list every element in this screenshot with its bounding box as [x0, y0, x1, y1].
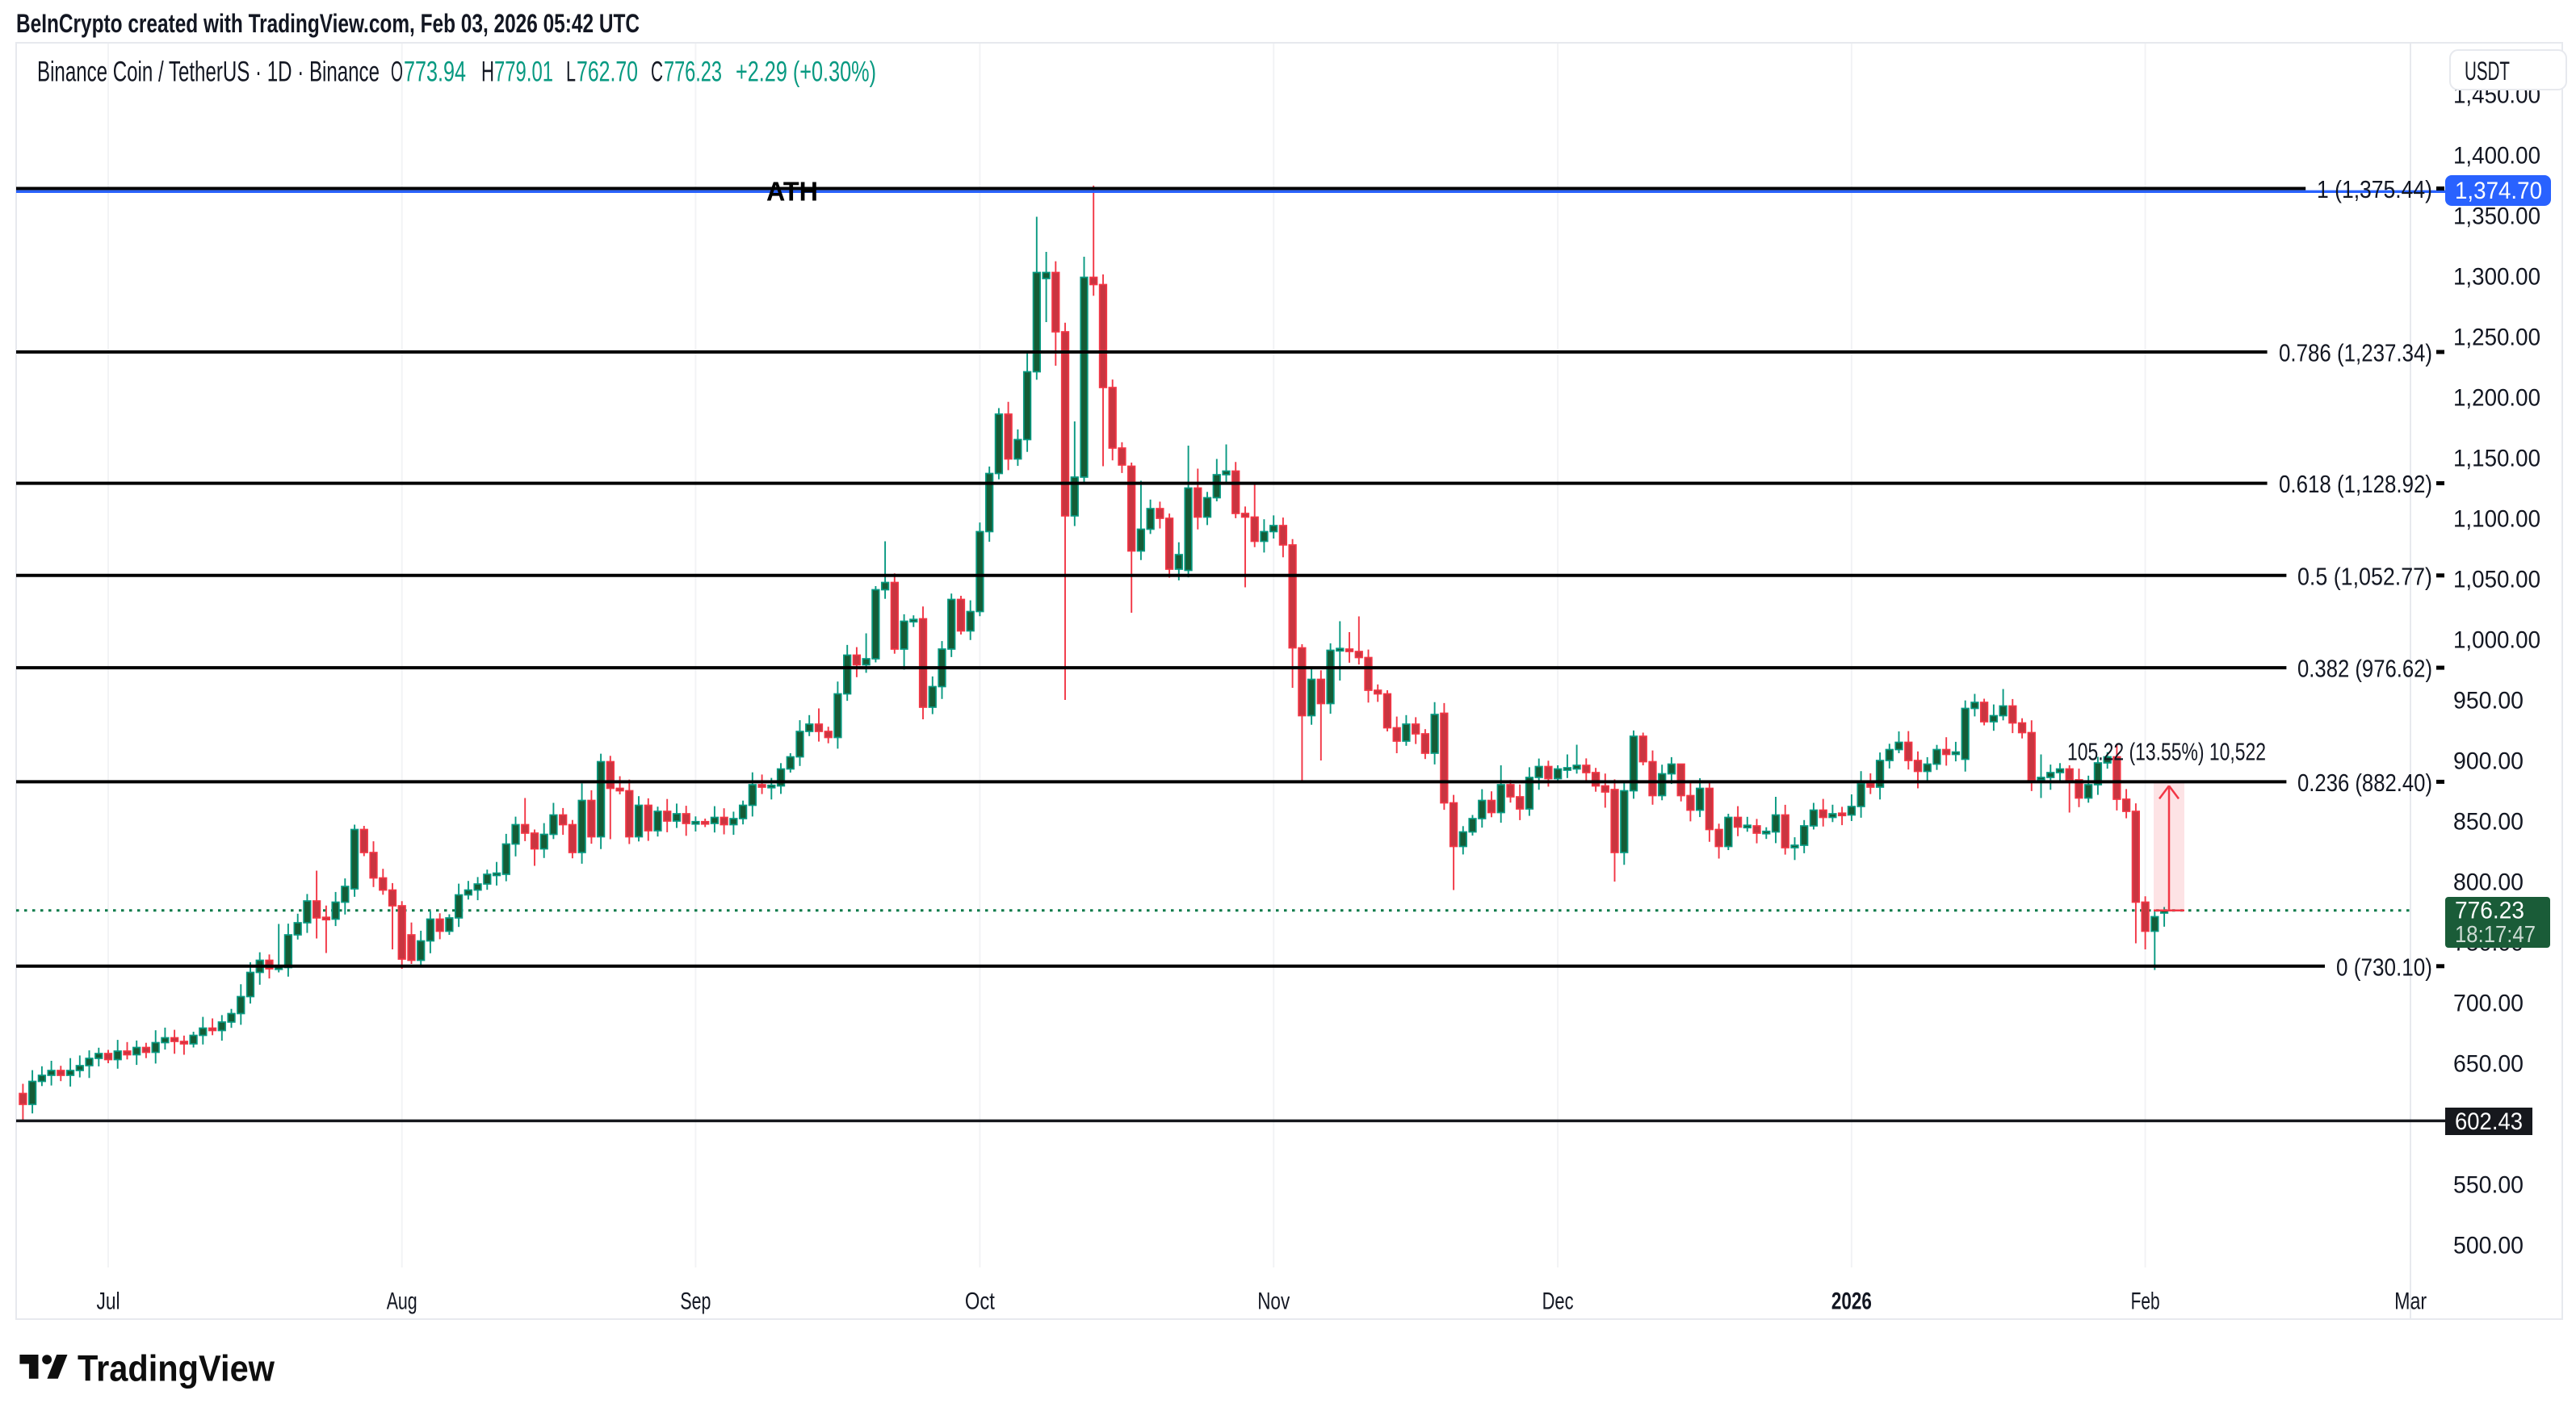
svg-text:0.786 (1,237.34): 0.786 (1,237.34) — [2279, 339, 2432, 367]
svg-text:Aug: Aug — [387, 1288, 417, 1315]
svg-text:1,050.00: 1,050.00 — [2453, 567, 2540, 593]
svg-text:550.00: 550.00 — [2453, 1172, 2524, 1199]
svg-text:602.43: 602.43 — [2455, 1108, 2523, 1135]
svg-text:TradingView: TradingView — [78, 1348, 275, 1389]
svg-text:0.236 (882.40): 0.236 (882.40) — [2297, 769, 2432, 797]
svg-text:Binance Coin / TetherUS · 1D ·: Binance Coin / TetherUS · 1D · Binance — [37, 57, 380, 88]
svg-text:Feb: Feb — [2131, 1288, 2160, 1315]
svg-text:Jul: Jul — [97, 1288, 120, 1315]
svg-text:773.94: 773.94 — [404, 57, 466, 88]
svg-text:105.22 (13.55%) 10,522: 105.22 (13.55%) 10,522 — [2067, 738, 2266, 766]
svg-text:O: O — [391, 57, 403, 88]
svg-text:1,300.00: 1,300.00 — [2453, 264, 2540, 291]
svg-text:700.00: 700.00 — [2453, 991, 2524, 1017]
svg-text:1,374.70: 1,374.70 — [2455, 178, 2542, 204]
svg-text:ATH: ATH — [766, 177, 818, 207]
svg-text:0.382 (976.62): 0.382 (976.62) — [2297, 655, 2432, 683]
svg-text:1,100.00: 1,100.00 — [2453, 506, 2540, 533]
svg-text:762.70: 762.70 — [577, 57, 638, 88]
svg-text:1,000.00: 1,000.00 — [2453, 627, 2540, 654]
svg-text:1,250.00: 1,250.00 — [2453, 325, 2540, 351]
svg-text:+2.29 (+0.30%): +2.29 (+0.30%) — [736, 57, 876, 88]
svg-text:Sep: Sep — [680, 1288, 711, 1315]
svg-text:800.00: 800.00 — [2453, 869, 2524, 896]
svg-text:Nov: Nov — [1257, 1288, 1290, 1315]
svg-text:776.23: 776.23 — [2455, 898, 2524, 924]
svg-text:950.00: 950.00 — [2453, 688, 2524, 714]
svg-text:18:17:47: 18:17:47 — [2455, 922, 2536, 948]
svg-text:900.00: 900.00 — [2453, 748, 2524, 775]
svg-text:USDT: USDT — [2465, 57, 2510, 86]
svg-text:1,150.00: 1,150.00 — [2453, 446, 2540, 472]
svg-text:BeInCrypto created with Tradin: BeInCrypto created with TradingView.com,… — [16, 9, 640, 38]
svg-text:1,200.00: 1,200.00 — [2453, 385, 2540, 412]
svg-text:1,400.00: 1,400.00 — [2453, 143, 2540, 170]
svg-text:650.00: 650.00 — [2453, 1051, 2524, 1078]
svg-text:0 (730.10): 0 (730.10) — [2336, 953, 2432, 981]
svg-text:L: L — [566, 57, 576, 88]
svg-text:H: H — [481, 57, 494, 88]
svg-text:1,350.00: 1,350.00 — [2453, 203, 2540, 230]
svg-text:2026: 2026 — [1831, 1288, 1872, 1315]
svg-text:Mar: Mar — [2394, 1288, 2427, 1315]
svg-text:1 (1,375.44): 1 (1,375.44) — [2317, 175, 2432, 203]
svg-text:Dec: Dec — [1542, 1288, 1574, 1315]
svg-text:850.00: 850.00 — [2453, 809, 2524, 836]
svg-text:C: C — [651, 57, 663, 88]
svg-text:0.618 (1,128.92): 0.618 (1,128.92) — [2279, 470, 2432, 498]
svg-text:0.5 (1,052.77): 0.5 (1,052.77) — [2297, 562, 2432, 590]
svg-text:Oct: Oct — [965, 1288, 996, 1315]
svg-text:776.23: 776.23 — [664, 57, 722, 88]
svg-text:779.01: 779.01 — [494, 57, 553, 88]
svg-text:500.00: 500.00 — [2453, 1233, 2524, 1259]
